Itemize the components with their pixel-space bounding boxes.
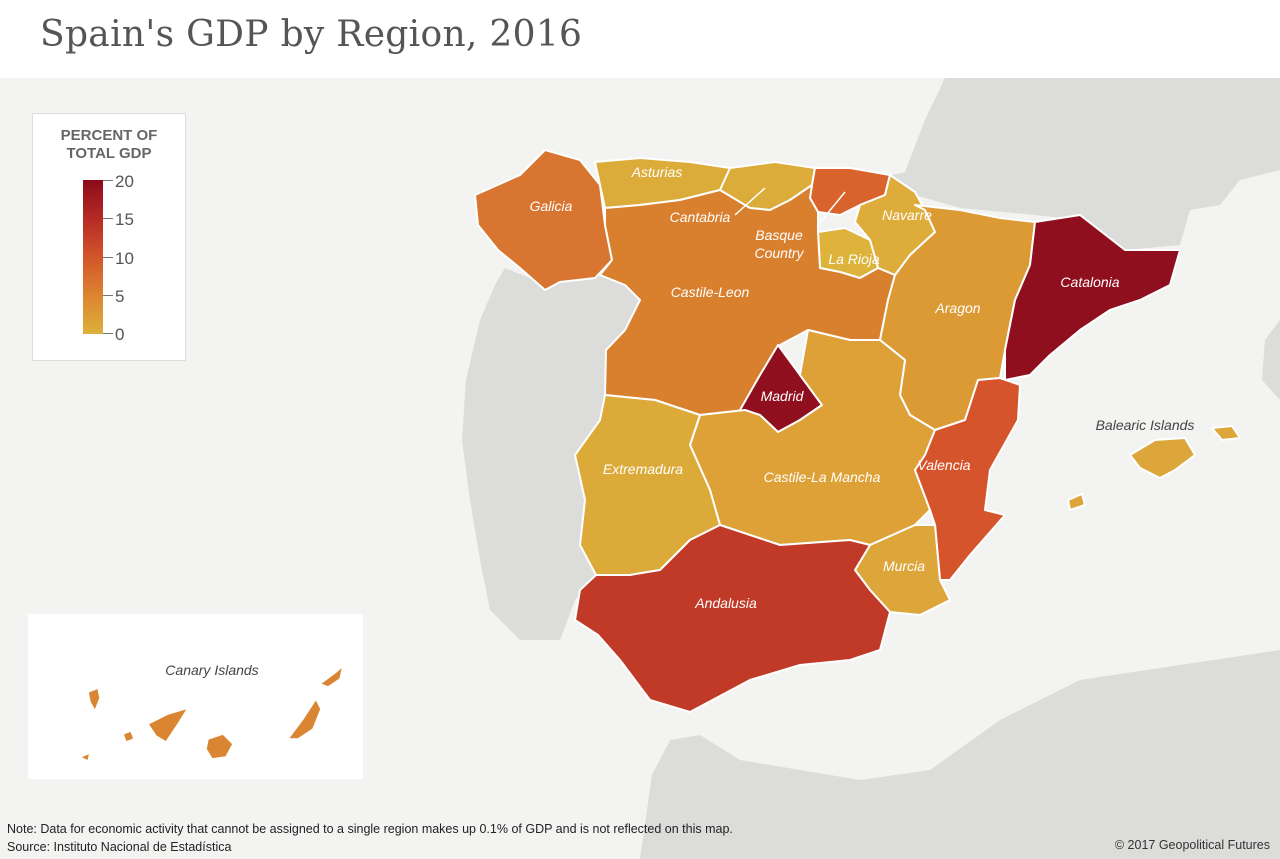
canary-el-hierro[interactable] bbox=[78, 751, 92, 763]
legend-tick-label: 20 bbox=[115, 172, 134, 191]
cantabria-leader-line bbox=[734, 187, 766, 216]
island-land bbox=[1262, 320, 1280, 400]
region-balearic-ibiza[interactable] bbox=[1067, 493, 1086, 511]
north-africa-land bbox=[640, 650, 1280, 859]
source-text: Source: Instituto Nacional de Estadístic… bbox=[7, 840, 232, 854]
canary-lanzarote[interactable] bbox=[318, 663, 345, 688]
legend-heading: PERCENT OF TOTAL GDP bbox=[33, 127, 185, 163]
canary-islands-shapes bbox=[78, 663, 345, 763]
legend-tick bbox=[103, 257, 113, 258]
legend-tick bbox=[103, 333, 113, 334]
canary-la-palma[interactable] bbox=[87, 686, 101, 713]
legend-tick bbox=[103, 218, 113, 219]
region-balearic-mallorca[interactable] bbox=[1129, 437, 1196, 479]
basque-leader-line bbox=[817, 191, 846, 226]
header-bar: Spain's GDP by Region, 2016 bbox=[0, 0, 1280, 78]
canary-la-gomera[interactable] bbox=[122, 730, 135, 743]
legend-tick-label: 0 bbox=[115, 325, 125, 344]
footnote: Note: Data for economic activity that ca… bbox=[7, 820, 733, 856]
france-land bbox=[870, 78, 1280, 250]
canary-tenerife[interactable] bbox=[146, 706, 190, 744]
region-andalusia[interactable] bbox=[574, 524, 891, 713]
region-catalonia[interactable] bbox=[1004, 214, 1181, 381]
region-valencia[interactable] bbox=[914, 377, 1021, 581]
legend-tick bbox=[103, 295, 113, 296]
canary-fuerteventura[interactable] bbox=[286, 697, 322, 740]
page-title: Spain's GDP by Region, 2016 bbox=[40, 14, 583, 55]
portugal-land bbox=[462, 268, 640, 640]
canary-gran-canaria[interactable] bbox=[205, 733, 234, 760]
legend-tick bbox=[103, 180, 113, 181]
canary-islands-inset bbox=[28, 614, 363, 779]
note-text: Note: Data for economic activity that ca… bbox=[7, 822, 733, 836]
legend-tick-label: 5 bbox=[115, 287, 125, 306]
legend-heading-line2: TOTAL GDP bbox=[66, 145, 152, 162]
canary-islands-map bbox=[78, 663, 345, 763]
region-galicia[interactable] bbox=[474, 149, 613, 291]
legend-tick-label: 15 bbox=[115, 210, 134, 229]
legend: PERCENT OF TOTAL GDP 20 15 10 5 0 bbox=[32, 113, 186, 361]
region-balearic-menorca[interactable] bbox=[1211, 425, 1241, 441]
legend-color-bar bbox=[83, 180, 103, 334]
legend-heading-line1: PERCENT OF bbox=[60, 127, 158, 144]
copyright-credit: © 2017 Geopolitical Futures bbox=[1114, 838, 1270, 852]
legend-tick-label: 10 bbox=[115, 249, 134, 268]
